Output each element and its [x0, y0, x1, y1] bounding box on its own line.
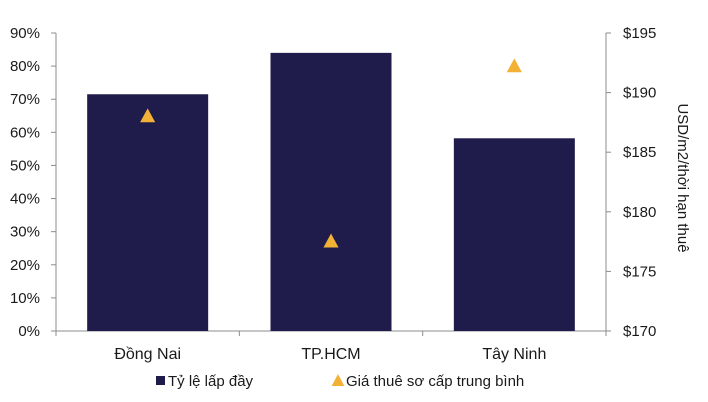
left-tick-label: 50% [10, 157, 40, 174]
right-tick-label: $170 [623, 323, 656, 340]
marker-series [140, 58, 522, 248]
bar [270, 52, 392, 331]
legend-swatch-bar [156, 376, 165, 385]
left-tick-label: 70% [10, 91, 40, 108]
bar-series [87, 52, 575, 331]
right-tick-label: $195 [623, 25, 656, 42]
right-tick-label: $185 [623, 144, 656, 161]
right-axis-title: USD/m2/thời hạn thuê [674, 103, 691, 252]
left-tick-label: 0% [18, 323, 40, 340]
left-tick-label: 80% [10, 58, 40, 75]
left-tick-label: 10% [10, 290, 40, 307]
category-label: Đồng Nai [114, 346, 181, 363]
right-tick-label: $190 [623, 85, 656, 102]
left-tick-label: 20% [10, 257, 40, 274]
triangle-marker [506, 58, 522, 73]
category-label: Tây Ninh [482, 346, 546, 363]
right-tick-label: $180 [623, 204, 656, 221]
left-tick-label: 30% [10, 224, 40, 241]
legend: Tỷ lệ lấp đầy Giá thuê sơ cấp trung bình [156, 373, 524, 390]
x-axis: Đồng Nai TP.HCM Tây Ninh [55, 330, 607, 363]
left-tick-label: 60% [10, 124, 40, 141]
left-y-axis: 0% 10% 20% 30% 40% 50% 60% 70% 80% 90% [10, 25, 57, 340]
left-tick-label: 40% [10, 191, 40, 208]
left-tick-label: 90% [10, 25, 40, 42]
right-y-axis: $170 $175 $180 $185 $190 $195 [605, 25, 656, 340]
bar [87, 94, 209, 331]
legend-swatch-triangle [331, 374, 345, 386]
triangle-marker [140, 108, 156, 123]
legend-label-bar: Tỷ lệ lấp đầy [168, 373, 254, 390]
legend-label-triangle: Giá thuê sơ cấp trung bình [346, 373, 524, 390]
right-tick-label: $175 [623, 263, 656, 280]
triangle-marker [323, 233, 339, 248]
category-label: TP.HCM [301, 346, 360, 363]
bar [453, 138, 575, 331]
